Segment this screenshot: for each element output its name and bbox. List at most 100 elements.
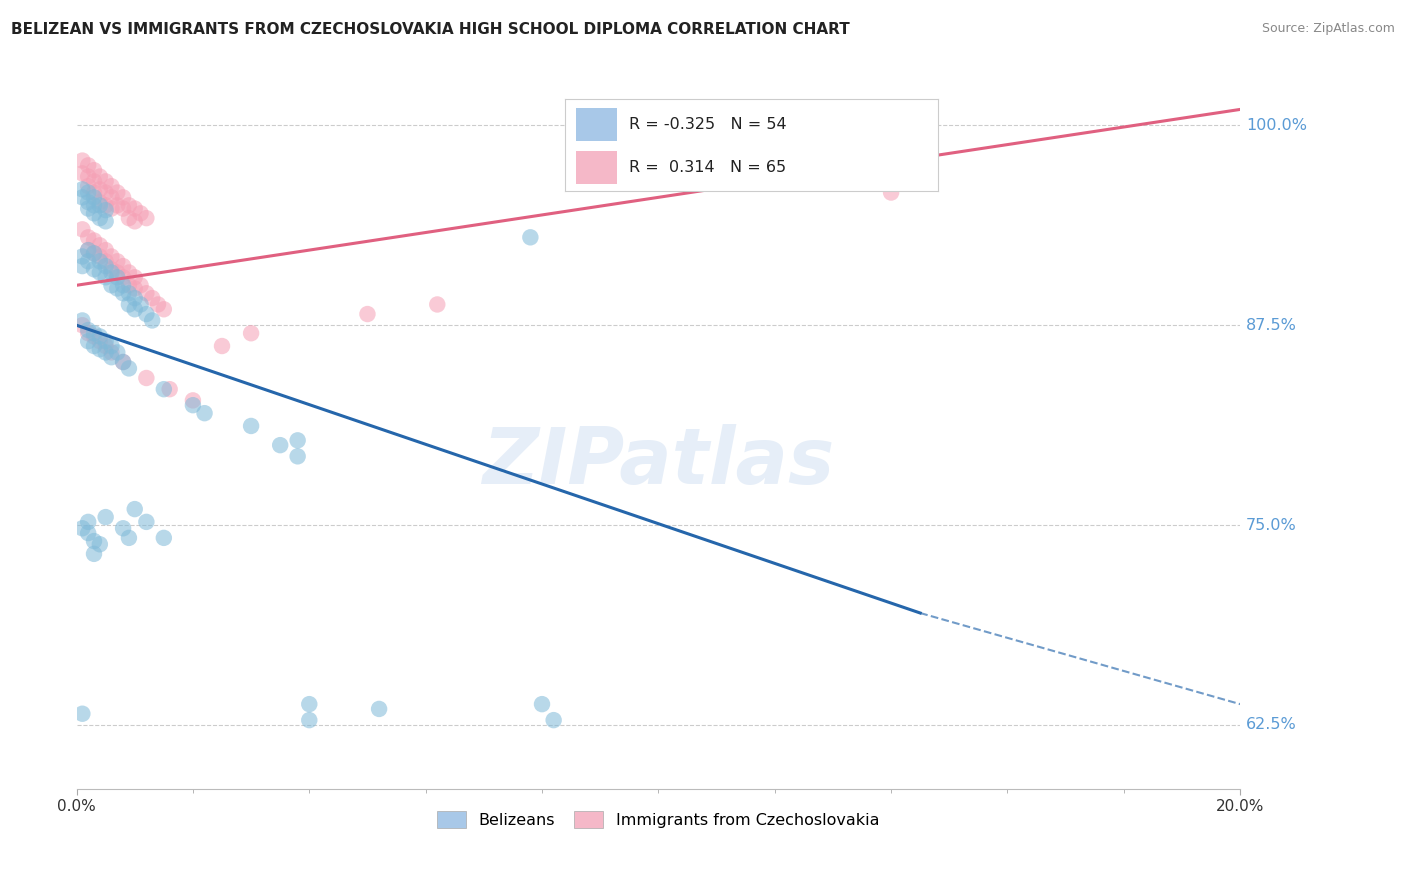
Point [77, 515, 100, 529]
Point [112, 190, 135, 204]
Point [153, 531, 176, 545]
Point [118, 278, 141, 293]
Point [83, 174, 105, 188]
Point [89, 329, 111, 343]
Point [181, 393, 204, 408]
Point [100, 190, 122, 204]
Point [89, 265, 111, 279]
Point [141, 291, 163, 305]
Point [72, 190, 94, 204]
Point [135, 371, 157, 385]
Point [77, 158, 100, 172]
Text: 87.5%: 87.5% [1246, 318, 1296, 333]
Point [77, 230, 100, 244]
Point [89, 238, 111, 252]
Point [240, 326, 263, 341]
Point [77, 243, 100, 257]
Point [83, 163, 105, 178]
Point [153, 382, 176, 396]
Point [89, 182, 111, 196]
Point [124, 502, 146, 516]
Point [72, 153, 94, 168]
Point [89, 195, 111, 210]
Point [287, 434, 309, 448]
Point [118, 531, 141, 545]
Point [159, 382, 181, 396]
Point [94, 243, 117, 257]
Point [135, 307, 157, 321]
Point [141, 313, 163, 327]
Point [72, 313, 94, 327]
Point [112, 521, 135, 535]
Point [112, 286, 135, 301]
Point [94, 203, 117, 218]
Point [100, 265, 122, 279]
Point [83, 198, 105, 212]
Point [135, 515, 157, 529]
Point [298, 713, 321, 727]
Point [77, 202, 100, 216]
Point [543, 713, 565, 727]
Point [100, 339, 122, 353]
Point [83, 246, 105, 260]
Point [240, 419, 263, 434]
Text: Source: ZipAtlas.com: Source: ZipAtlas.com [1261, 22, 1395, 36]
Point [83, 262, 105, 277]
Point [77, 334, 100, 349]
Point [118, 361, 141, 376]
Text: 75.0%: 75.0% [1246, 517, 1296, 533]
Point [94, 174, 117, 188]
Point [124, 302, 146, 317]
Point [118, 198, 141, 212]
Point [72, 250, 94, 264]
Point [94, 214, 117, 228]
Point [519, 230, 541, 244]
Point [89, 198, 111, 212]
Point [72, 706, 94, 721]
Point [112, 202, 135, 216]
Point [72, 166, 94, 180]
Point [298, 697, 321, 711]
Point [83, 534, 105, 549]
Point [94, 334, 117, 349]
Point [83, 186, 105, 200]
Point [269, 438, 291, 452]
Text: BELIZEAN VS IMMIGRANTS FROM CZECHOSLOVAKIA HIGH SCHOOL DIPLOMA CORRELATION CHART: BELIZEAN VS IMMIGRANTS FROM CZECHOSLOVAK… [11, 22, 851, 37]
Point [211, 339, 233, 353]
Point [129, 206, 152, 220]
Point [118, 286, 141, 301]
Point [83, 246, 105, 260]
Point [72, 222, 94, 236]
Point [83, 339, 105, 353]
Point [94, 186, 117, 200]
Point [118, 211, 141, 226]
Point [94, 198, 117, 212]
Point [94, 254, 117, 268]
Point [100, 202, 122, 216]
Point [118, 265, 141, 279]
Point [100, 179, 122, 194]
Point [83, 326, 105, 341]
Point [153, 302, 176, 317]
Point [124, 270, 146, 285]
Point [94, 345, 117, 359]
Point [193, 406, 215, 420]
Point [880, 186, 903, 200]
Point [94, 339, 117, 353]
Point [77, 169, 100, 184]
Point [124, 214, 146, 228]
Text: 62.5%: 62.5% [1246, 717, 1296, 732]
Point [135, 211, 157, 226]
Point [100, 250, 122, 264]
Point [368, 702, 391, 716]
Point [356, 307, 378, 321]
Point [124, 291, 146, 305]
Point [77, 243, 100, 257]
Point [77, 526, 100, 541]
Point [135, 286, 157, 301]
Point [426, 297, 449, 311]
Point [94, 270, 117, 285]
Point [89, 334, 111, 349]
Point [83, 547, 105, 561]
Point [530, 697, 553, 711]
